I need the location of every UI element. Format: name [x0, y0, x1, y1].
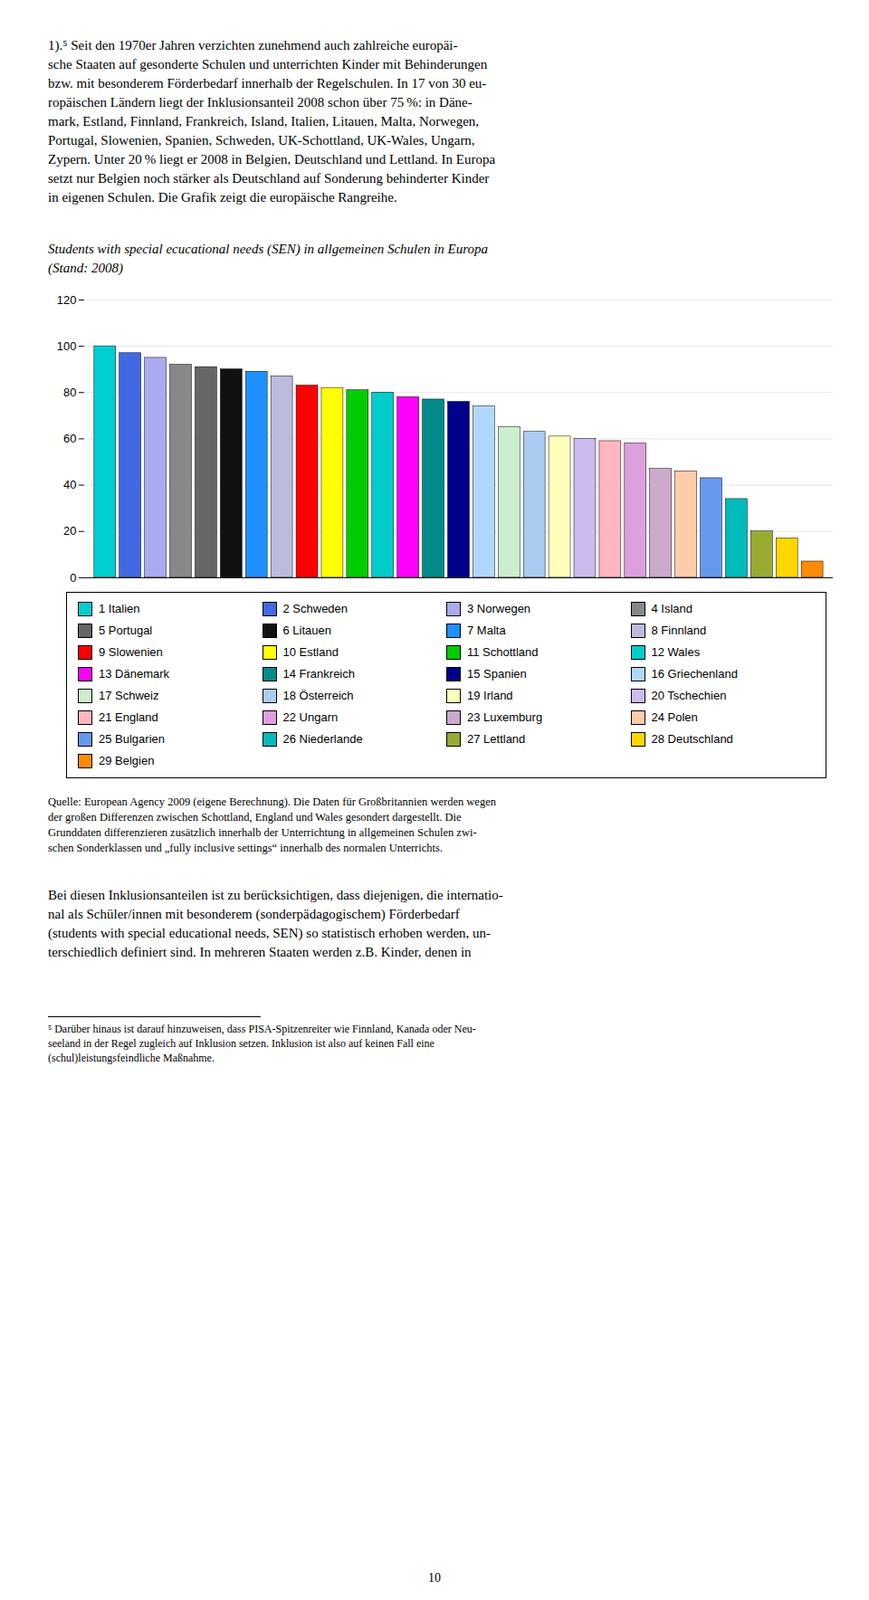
html-text:4 Island: 4 Island: [651, 602, 693, 616]
html-text:19 Irland: 19 Irland: [467, 689, 513, 703]
svg-text:0: 0: [69, 571, 77, 585]
html-text:20 Tschechien: 20 Tschechien: [651, 689, 727, 703]
html-text:24 Polen: 24 Polen: [651, 710, 698, 725]
html-text:13 Dänemark: 13 Dänemark: [98, 667, 170, 682]
html-text:Students with special ecucatio: Students with special ecucational needs …: [47, 241, 488, 276]
html-text:28 Deutschland: 28 Deutschland: [651, 732, 734, 747]
svg-text:60: 60: [63, 431, 77, 446]
html-text:⁵ Darüber hinaus ist darauf hi: ⁵ Darüber hinaus ist darauf hinzuweisen,…: [47, 1023, 476, 1065]
html-text:3 Norwegen: 3 Norwegen: [467, 602, 531, 616]
html-text:7 Malta: 7 Malta: [467, 624, 506, 638]
html-text:11 Schottland: 11 Schottland: [467, 645, 539, 660]
html-text:27 Lettland: 27 Lettland: [467, 732, 526, 747]
html-text:12 Wales: 12 Wales: [651, 645, 700, 660]
html-text:9 Slowenien: 9 Slowenien: [98, 645, 163, 660]
html-text:16 Griechenland: 16 Griechenland: [651, 667, 738, 682]
html-text:5 Portugal: 5 Portugal: [98, 624, 153, 638]
html-text:Bei diesen Inklusionsanteilen: Bei diesen Inklusionsanteilen ist zu ber…: [47, 888, 504, 960]
html-text:1).⁵ Seit den 1970er Jahren ve: 1).⁵ Seit den 1970er Jahren verzichten z…: [47, 38, 496, 205]
html-text:8 Finnland: 8 Finnland: [651, 624, 707, 638]
svg-text:20: 20: [63, 524, 77, 538]
html-text:22 Ungarn: 22 Ungarn: [282, 710, 338, 725]
html-text:14 Frankreich: 14 Frankreich: [282, 667, 355, 682]
html-text:1 Italien: 1 Italien: [98, 602, 140, 616]
html-text:Quelle: European Agency 2009 (: Quelle: European Agency 2009 (eigene Ber…: [47, 795, 497, 855]
html-text:23 Luxemburg: 23 Luxemburg: [467, 710, 543, 725]
html-text:21 England: 21 England: [98, 710, 159, 725]
html-text:25 Bulgarien: 25 Bulgarien: [98, 732, 165, 747]
html-text:18 Österreich: 18 Österreich: [282, 689, 354, 703]
html-text:10: 10: [428, 1571, 441, 1586]
html-text:15 Spanien: 15 Spanien: [467, 667, 527, 682]
html-text:26 Niederlande: 26 Niederlande: [282, 732, 363, 747]
html-text:17 Schweiz: 17 Schweiz: [98, 689, 159, 703]
svg-text:120: 120: [57, 293, 77, 307]
html-text:29 Belgien: 29 Belgien: [98, 754, 155, 768]
html-text:2 Schweden: 2 Schweden: [282, 602, 348, 616]
html-text:6 Litauen: 6 Litauen: [282, 624, 332, 638]
html-text:10 Estland: 10 Estland: [282, 645, 339, 660]
svg-text:40: 40: [63, 477, 77, 492]
svg-text:80: 80: [63, 385, 77, 400]
svg-text:100: 100: [57, 339, 77, 354]
